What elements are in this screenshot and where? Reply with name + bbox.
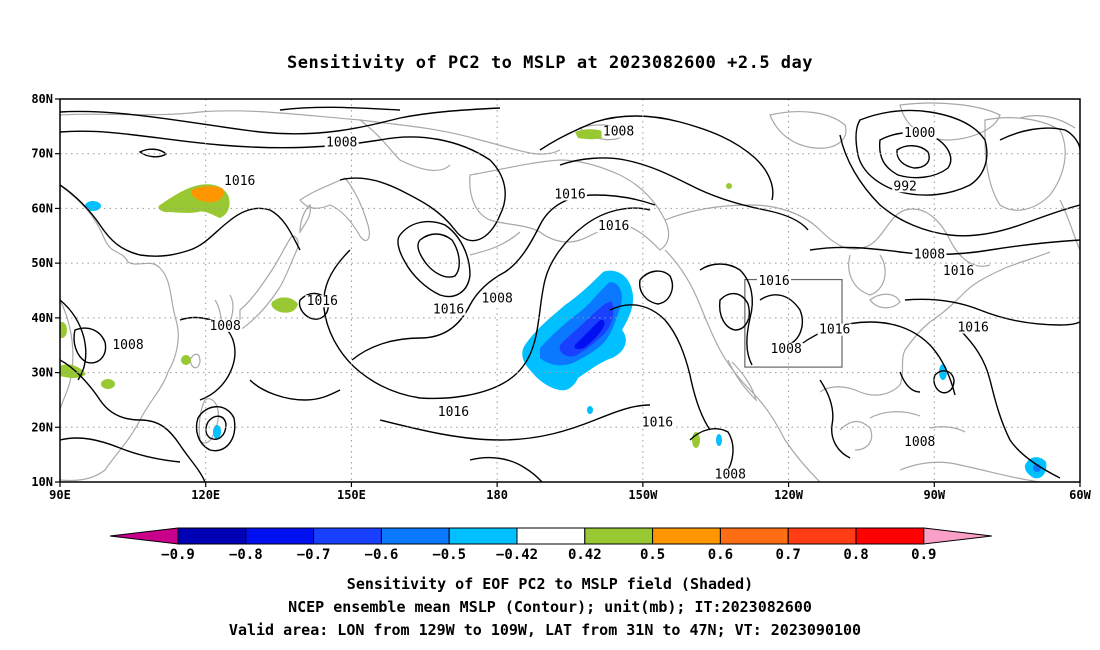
contour-label: 1008 bbox=[904, 435, 935, 450]
lat-lon-grid bbox=[60, 99, 1080, 482]
contour-label: 1016 bbox=[957, 320, 988, 335]
negative-sensitivity-patch bbox=[716, 434, 722, 446]
contour-label: 1008 bbox=[481, 291, 512, 306]
colorbar-tick-label: −0.42 bbox=[496, 547, 538, 563]
colorbar: −0.9 −0.8 −0.7 −0.6 −0.5 −0.42 0.42 0.5 0.6 0.7 0.… bbox=[110, 528, 992, 563]
contour-label: 1008 bbox=[914, 248, 945, 263]
lat-tick-label: 20N bbox=[31, 420, 53, 434]
map-frame bbox=[60, 99, 1080, 482]
contour-label: 1008 bbox=[326, 136, 357, 151]
colorbar-arrow-high bbox=[924, 528, 992, 544]
colorbar-segment bbox=[720, 528, 788, 544]
colorbar-segment bbox=[314, 528, 382, 544]
colorbar-tick-label: −0.5 bbox=[432, 547, 466, 563]
contour-label: 1016 bbox=[598, 219, 629, 234]
positive-sensitivity-patch bbox=[57, 322, 67, 338]
colorbar-segment bbox=[246, 528, 314, 544]
contour-label: 1016 bbox=[433, 302, 464, 317]
lat-tick-label: 40N bbox=[31, 311, 53, 325]
caption-line-2: NCEP ensemble mean MSLP (Contour); unit(… bbox=[288, 598, 812, 616]
contour-label: 1008 bbox=[770, 342, 801, 357]
negative-sensitivity-patch bbox=[587, 406, 593, 414]
figure-title: Sensitivity of PC2 to MSLP at 2023082600… bbox=[287, 53, 813, 73]
lat-tick-label: 80N bbox=[31, 92, 53, 106]
lon-tick-label: 150W bbox=[628, 488, 658, 502]
lat-tick-label: 30N bbox=[31, 366, 53, 380]
contour-label: 1008 bbox=[715, 468, 746, 483]
mslp-contours bbox=[60, 107, 1080, 482]
colorbar-tick-label: −0.9 bbox=[161, 547, 195, 563]
caption-line-3: Valid area: LON from 129W to 109W, LAT f… bbox=[229, 621, 861, 639]
colorbar-tick-label: 0.42 bbox=[568, 547, 602, 563]
contour-label: 1008 bbox=[603, 125, 634, 140]
contour-label: 1016 bbox=[819, 323, 850, 338]
lon-tick-label: 90W bbox=[923, 488, 945, 502]
coastlines bbox=[60, 103, 1080, 482]
colorbar-segment bbox=[585, 528, 653, 544]
contour-label: 1016 bbox=[224, 174, 255, 189]
positive-sensitivity-patch bbox=[181, 355, 191, 365]
contour-label: 1016 bbox=[758, 274, 789, 289]
lon-tick-label: 90E bbox=[49, 488, 71, 502]
colorbar-tick-label: −0.8 bbox=[229, 547, 263, 563]
colorbar-segment bbox=[856, 528, 924, 544]
colorbar-arrow-low bbox=[110, 528, 178, 544]
colorbar-tick-label: 0.8 bbox=[843, 547, 868, 563]
positive-sensitivity-patch bbox=[271, 297, 298, 312]
contour-label: 992 bbox=[893, 179, 916, 194]
contour-label: 1008 bbox=[112, 338, 143, 353]
contour-label: 1008 bbox=[209, 319, 240, 334]
colorbar-tick-label: −0.7 bbox=[297, 547, 331, 563]
lon-tick-label: 120E bbox=[191, 488, 220, 502]
caption-line-1: Sensitivity of EOF PC2 to MSLP field (Sh… bbox=[347, 575, 753, 593]
colorbar-segment bbox=[178, 528, 246, 544]
contour-label: 1016 bbox=[943, 264, 974, 279]
lat-tick-label: 10N bbox=[31, 475, 53, 489]
sensitivity-figure: Sensitivity of PC2 to MSLP at 2023082600… bbox=[0, 0, 1100, 650]
contour-label: 1016 bbox=[438, 405, 469, 420]
colorbar-tick-label: −0.6 bbox=[365, 547, 399, 563]
lon-tick-label: 60W bbox=[1069, 488, 1091, 502]
contour-label: 1016 bbox=[554, 187, 585, 202]
lat-tick-label: 70N bbox=[31, 147, 53, 161]
contour-label: 1000 bbox=[904, 126, 935, 141]
colorbar-segment bbox=[381, 528, 449, 544]
colorbar-segment bbox=[788, 528, 856, 544]
colorbar-tick-label: 0.5 bbox=[640, 547, 665, 563]
lat-tick-label: 60N bbox=[31, 201, 53, 215]
colorbar-segment bbox=[449, 528, 517, 544]
lat-tick-label: 50N bbox=[31, 256, 53, 270]
contour-label: 1016 bbox=[642, 416, 673, 431]
longitude-axis: 90E 120E 150E 180 150W 120W 90W 60W bbox=[49, 482, 1091, 502]
colorbar-tick-label: 0.7 bbox=[776, 547, 801, 563]
latitude-axis: 80N 70N 60N 50N 40N 30N 20N 10N bbox=[31, 92, 60, 489]
colorbar-tick-label: 0.6 bbox=[708, 547, 733, 563]
contour-label: 1016 bbox=[307, 294, 338, 309]
colorbar-segment bbox=[517, 528, 585, 544]
lon-tick-label: 150E bbox=[337, 488, 366, 502]
colorbar-segment bbox=[653, 528, 721, 544]
positive-sensitivity-patch bbox=[101, 379, 115, 389]
lon-tick-label: 180 bbox=[486, 488, 508, 502]
colorbar-tick-label: 0.9 bbox=[911, 547, 936, 563]
positive-sensitivity-patch bbox=[726, 183, 732, 189]
lon-tick-label: 120W bbox=[774, 488, 804, 502]
